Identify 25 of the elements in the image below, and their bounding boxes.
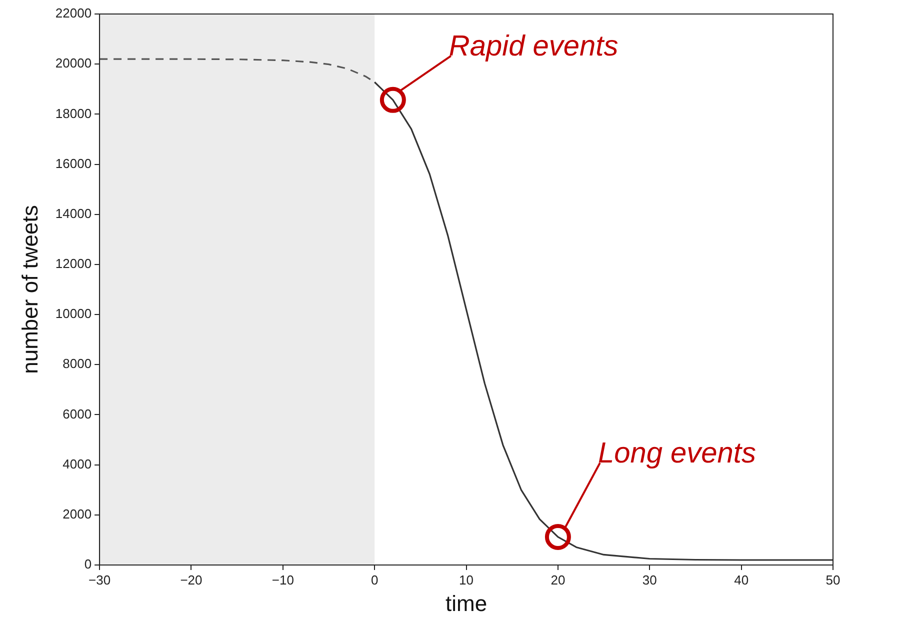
x-tick-label: −10 [272,572,294,588]
x-axis-title: time [445,590,488,616]
y-tick-label: 6000 [62,406,92,422]
annotation: Rapid events [448,30,618,62]
y-tick-label: 2000 [62,506,92,522]
y-axis-title: number of tweets [17,205,42,374]
x-tick-label: −30 [88,572,111,588]
x-tick-label: −20 [180,572,202,588]
y-tick-label: 16000 [55,156,92,171]
x-tick-label: 10 [459,572,474,588]
x-tick-label: 20 [550,572,566,588]
y-tick-label: 20000 [55,56,92,71]
annotation: Long events [598,438,756,470]
y-tick-label: 18000 [55,106,92,121]
y-tick-label: 22000 [55,6,92,21]
x-tick-label: 30 [642,572,657,588]
y-tick-label: 4000 [62,456,92,472]
y-tick-label: 14000 [55,206,92,221]
x-tick-label: 0 [370,572,378,588]
y-tick-label: 0 [84,556,92,572]
y-tick-label: 8000 [62,356,92,372]
y-tick-label: 10000 [55,306,92,322]
x-tick-label: 50 [826,572,840,588]
y-tick-label: 12000 [55,256,92,272]
x-tick-label: 40 [734,572,749,588]
